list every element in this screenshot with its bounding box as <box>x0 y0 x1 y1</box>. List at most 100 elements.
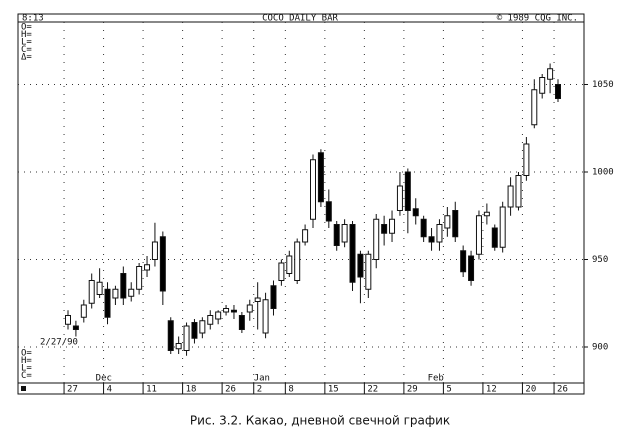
candle-body <box>341 224 348 243</box>
candle-body <box>333 224 340 246</box>
candle-body <box>452 210 459 238</box>
candle-body <box>404 171 411 211</box>
candle-body <box>468 255 475 281</box>
candle-body <box>88 280 95 304</box>
candle-body <box>555 84 561 99</box>
candle-body <box>373 218 380 260</box>
candle-body <box>96 281 103 295</box>
candle-body <box>136 266 143 290</box>
candle-body <box>270 285 277 309</box>
candle-body <box>499 206 506 248</box>
x-tick-label: 26 <box>225 385 236 395</box>
candle-body <box>507 185 514 208</box>
info-label: L= <box>21 364 32 374</box>
candle-body <box>491 227 498 248</box>
header-copyright: © 1989 CQG INC. <box>497 14 578 24</box>
x-tick-label: 5 <box>446 385 451 395</box>
candle-body <box>428 236 435 243</box>
y-tick-label: 1050 <box>592 80 614 90</box>
x-tick-label: 20 <box>525 385 536 395</box>
candle-body <box>144 264 151 271</box>
candle-body <box>460 250 467 273</box>
candle-body <box>80 304 87 318</box>
x-tick-label: 27 <box>67 385 78 395</box>
candle-body <box>254 297 261 302</box>
candle-body <box>72 325 79 330</box>
candle-body <box>246 304 253 313</box>
candle-body <box>223 308 230 313</box>
x-tick-label: 11 <box>146 385 157 395</box>
candle-body <box>444 215 451 229</box>
candle-body <box>120 273 127 299</box>
candle-body <box>65 315 71 325</box>
info-label: C= <box>21 45 32 55</box>
x-tick-label: 26 <box>557 385 568 395</box>
candle-body <box>349 224 356 283</box>
x-tick-label: 22 <box>367 385 378 395</box>
candle-body <box>317 152 324 203</box>
corner-mark <box>21 386 26 391</box>
candle-body <box>262 299 269 334</box>
candle-body <box>420 218 427 238</box>
info-label: L= <box>21 38 32 48</box>
candle-body <box>191 322 198 339</box>
candle-body <box>357 253 364 278</box>
candle-body <box>547 68 554 80</box>
candle-body <box>515 175 522 208</box>
candle-body <box>159 236 166 292</box>
candle-body <box>539 77 546 94</box>
x-tick-label: 4 <box>107 385 112 395</box>
candle-body <box>215 311 222 320</box>
x-tick-label: 29 <box>407 385 418 395</box>
candle-body <box>381 224 388 234</box>
candle-body <box>436 224 443 243</box>
info-label: C= <box>21 371 32 381</box>
candle-body <box>128 288 135 297</box>
info-label: H= <box>21 356 32 366</box>
candle-body <box>286 255 293 274</box>
candle-body <box>278 262 285 281</box>
candle-body <box>183 325 190 351</box>
x-tick-label: 2 <box>257 385 262 395</box>
candle-body <box>412 208 419 217</box>
month-label: Feb <box>428 374 444 384</box>
month-label: Jan <box>254 374 270 384</box>
info-label: Δ= <box>21 53 32 63</box>
y-tick-label: 1000 <box>592 168 614 178</box>
info-label: H= <box>21 30 32 40</box>
info-label: O= <box>21 23 32 33</box>
candle-body <box>475 215 482 255</box>
candle-body <box>396 185 403 211</box>
candle-body <box>310 159 316 220</box>
frame <box>17 13 585 395</box>
month-label: Dec <box>96 374 112 384</box>
candle-body <box>151 241 158 260</box>
x-tick-label: 15 <box>328 385 339 395</box>
candle-body <box>294 241 301 281</box>
candle-body <box>325 201 332 222</box>
candle-body <box>230 309 237 313</box>
candle-body <box>175 343 182 350</box>
candle-body <box>531 89 538 126</box>
candle-body <box>483 211 490 217</box>
info-label: O= <box>21 349 32 359</box>
candle-body <box>389 218 396 234</box>
chart-title: COCO DAILY BAR <box>262 14 338 24</box>
annotation: 2/27/90 <box>40 338 78 348</box>
y-tick-label: 950 <box>592 255 608 265</box>
candle-body <box>199 320 206 334</box>
candle-body <box>207 315 214 325</box>
candle-body <box>104 288 111 318</box>
candle-body <box>167 320 174 351</box>
x-tick-label: 18 <box>186 385 197 395</box>
y-tick-label: 900 <box>592 343 608 353</box>
candle-body <box>523 143 530 176</box>
candle-body <box>112 288 119 299</box>
candle-body <box>365 253 372 290</box>
candle-body <box>238 315 245 330</box>
x-tick-label: 8 <box>288 385 293 395</box>
x-tick-label: 12 <box>486 385 497 395</box>
caption: Рис. 3.2. Какао, дневной свечной график <box>190 414 450 428</box>
header-time: 8:13 <box>22 14 44 24</box>
